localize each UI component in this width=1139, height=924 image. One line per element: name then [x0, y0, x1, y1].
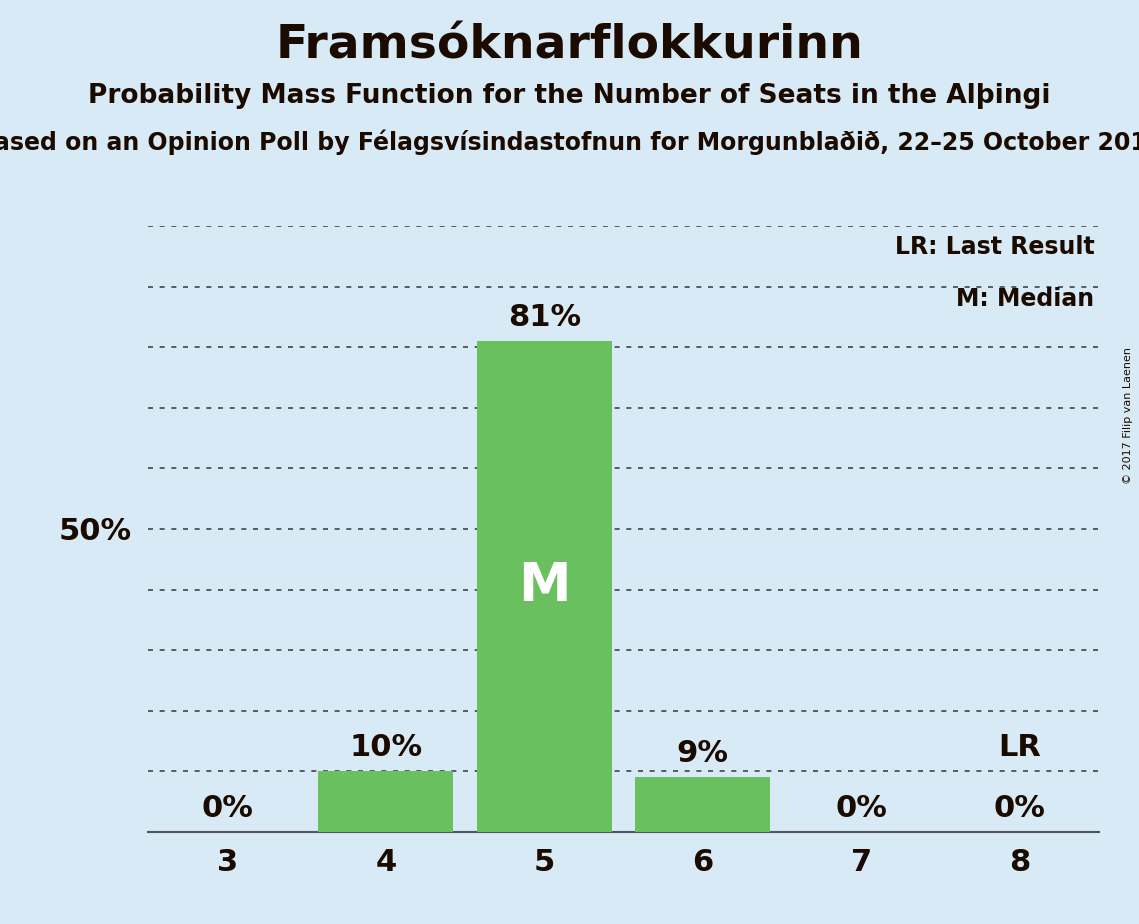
Text: M: Median: M: Median: [957, 286, 1095, 310]
Bar: [477, 341, 612, 832]
Bar: [319, 771, 453, 832]
Text: 0%: 0%: [835, 794, 887, 822]
Text: 9%: 9%: [677, 739, 729, 768]
Bar: [636, 777, 770, 832]
Text: 81%: 81%: [508, 303, 581, 333]
Text: 0%: 0%: [202, 794, 253, 822]
Text: Based on an Opinion Poll by Félagsvísindastofnun for Morgunblaðið, 22–25 October: Based on an Opinion Poll by Félagsvísind…: [0, 129, 1139, 155]
Text: Probability Mass Function for the Number of Seats in the Alþingi: Probability Mass Function for the Number…: [88, 83, 1051, 109]
Text: LR: LR: [999, 733, 1041, 762]
Text: 0%: 0%: [994, 794, 1046, 822]
Text: M: M: [518, 561, 571, 613]
Text: LR: Last Result: LR: Last Result: [894, 236, 1095, 260]
Text: 10%: 10%: [350, 733, 423, 762]
Text: © 2017 Filip van Laenen: © 2017 Filip van Laenen: [1123, 347, 1133, 484]
Text: Framsóknarflokkurinn: Framsóknarflokkurinn: [276, 23, 863, 68]
